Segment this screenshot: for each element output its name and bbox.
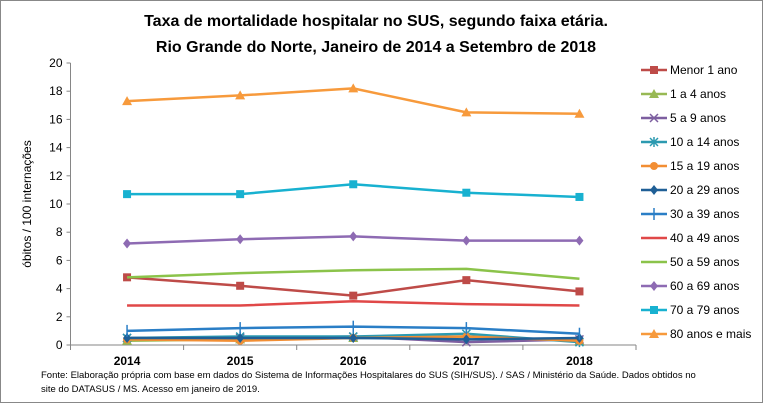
legend-label: 15 a 19 anos	[670, 159, 739, 173]
chart-title-line2: Rio Grande do Norte, Janeiro de 2014 a S…	[156, 39, 596, 56]
legend-label: 30 a 39 anos	[670, 207, 739, 221]
x-tick-label: 2016	[340, 354, 367, 368]
legend-marker	[650, 281, 658, 291]
data-point	[236, 332, 245, 343]
data-point	[235, 90, 246, 100]
data-point	[575, 192, 584, 201]
source-note-line1: Fonte: Elaboração própria com base em da…	[41, 370, 696, 381]
data-point	[123, 238, 132, 249]
series-line	[127, 267, 580, 280]
data-point	[236, 190, 245, 199]
legend-marker	[650, 66, 658, 74]
data-point	[574, 108, 585, 118]
legend-item: 50 a 59 anos	[641, 255, 739, 269]
legend-item: 15 a 19 anos	[641, 159, 739, 173]
data-point	[123, 332, 132, 343]
y-tick-label: 4	[56, 282, 63, 296]
data-point	[575, 287, 584, 296]
legend-marker	[649, 137, 659, 147]
legend-label: 10 a 14 anos	[670, 135, 739, 149]
y-tick-label: 0	[56, 338, 63, 352]
legend-item: 40 a 49 anos	[641, 231, 739, 245]
data-point	[349, 332, 358, 343]
source-note-line2: site do DATASUS / MS. Acesso em janeiro …	[41, 384, 260, 395]
series-line	[127, 300, 580, 307]
series-7	[127, 300, 580, 307]
x-tick-label: 2015	[227, 354, 254, 368]
legend-marker	[649, 89, 659, 98]
y-tick-label: 14	[49, 141, 63, 155]
data-point	[461, 107, 472, 117]
legend-item: 30 a 39 anos	[641, 207, 739, 221]
legend-label: 40 a 49 anos	[670, 231, 739, 245]
x-tick-label: 2018	[566, 354, 593, 368]
series-6	[126, 320, 581, 340]
legend-item: 20 a 29 anos	[641, 183, 739, 197]
legend-label: 70 a 79 anos	[670, 303, 739, 317]
data-point	[348, 83, 359, 93]
y-tick-label: 18	[49, 84, 63, 98]
y-axis-label: óbitos / 100 internações	[20, 140, 34, 267]
legend-label: 1 a 4 anos	[670, 87, 726, 101]
data-point	[462, 235, 471, 246]
legend-label: 80 anos e mais	[670, 327, 751, 341]
legend-marker	[650, 306, 658, 314]
legend-label: Menor 1 ano	[670, 63, 738, 77]
legend-item: Menor 1 ano	[641, 63, 738, 77]
data-point	[349, 180, 358, 189]
y-tick-label: 10	[49, 197, 63, 211]
series-9	[123, 231, 584, 249]
data-point	[236, 281, 245, 290]
x-tick-label: 2017	[453, 354, 480, 368]
legend-item: 5 a 9 anos	[641, 111, 726, 125]
legend-marker	[649, 329, 659, 338]
data-point	[349, 231, 358, 242]
chart-title-line1: Taxa de mortalidade hospitalar no SUS, s…	[144, 13, 608, 30]
data-point	[349, 291, 358, 300]
legend-label: 50 a 59 anos	[670, 255, 739, 269]
legend-marker	[650, 162, 658, 170]
legend-label: 20 a 29 anos	[670, 183, 739, 197]
y-tick-label: 2	[56, 310, 63, 324]
y-tick-label: 6	[56, 253, 63, 267]
legend-item: 60 a 69 anos	[641, 279, 739, 293]
series-5	[123, 332, 584, 345]
legend-label: 5 a 9 anos	[670, 111, 726, 125]
series-11	[122, 83, 585, 118]
y-tick-label: 16	[49, 112, 63, 126]
data-point	[462, 276, 471, 285]
y-tick-label: 12	[49, 169, 63, 183]
legend-marker	[650, 185, 658, 195]
legend-item: 10 a 14 anos	[641, 135, 739, 149]
data-point	[462, 334, 471, 345]
data-point	[575, 235, 584, 246]
series-8	[127, 267, 580, 280]
y-tick-label: 20	[49, 56, 63, 70]
data-point	[462, 188, 471, 197]
legend-marker	[649, 113, 659, 123]
legend-item: 70 a 79 anos	[641, 303, 739, 317]
y-tick-label: 8	[56, 225, 63, 239]
x-tick-label: 2014	[114, 354, 141, 368]
data-point	[122, 96, 133, 106]
series-10	[123, 180, 584, 201]
data-point	[236, 234, 245, 245]
data-point	[123, 190, 132, 199]
legend-label: 60 a 69 anos	[670, 279, 739, 293]
legend-item: 1 a 4 anos	[641, 87, 726, 101]
legend-item: 80 anos e mais	[641, 327, 751, 341]
series-0	[123, 273, 584, 300]
